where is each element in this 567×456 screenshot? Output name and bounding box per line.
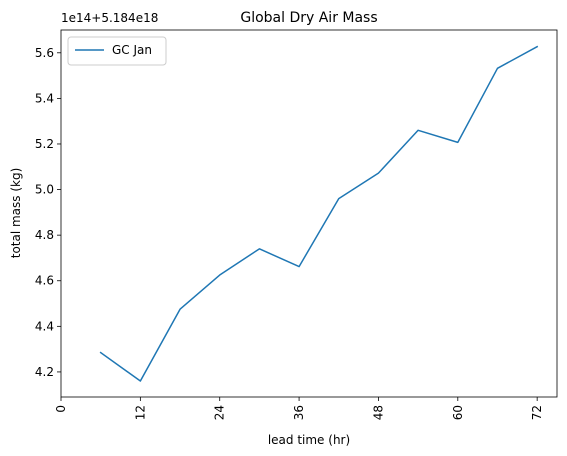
x-axis-label: lead time (hr) — [268, 433, 350, 447]
x-tick-label: 24 — [213, 405, 227, 420]
chart-title: Global Dry Air Mass — [240, 10, 377, 26]
x-tick-label: 48 — [371, 405, 385, 420]
legend: GC Jan — [68, 37, 166, 65]
legend-label-gc-jan: GC Jan — [112, 43, 152, 57]
y-tick-label: 4.2 — [35, 365, 54, 379]
y-tick-label: 5.6 — [35, 46, 54, 60]
y-tick-label: 5.2 — [35, 137, 54, 151]
y-tick-label: 4.4 — [35, 319, 54, 333]
x-tick-label: 36 — [292, 405, 306, 420]
x-tick-label: 12 — [133, 405, 147, 420]
y-tick-label: 5.0 — [35, 183, 54, 197]
y-axis-label: total mass (kg) — [9, 168, 23, 259]
y-tick-label: 4.8 — [35, 228, 54, 242]
x-tick-label: 72 — [530, 405, 544, 420]
y-offset-label: 1e14+5.184e18 — [61, 11, 158, 25]
x-tick-label: 0 — [54, 405, 68, 413]
x-tick-label: 60 — [451, 405, 465, 420]
y-tick-label: 4.6 — [35, 274, 54, 288]
y-tick-label: 5.4 — [35, 91, 54, 105]
